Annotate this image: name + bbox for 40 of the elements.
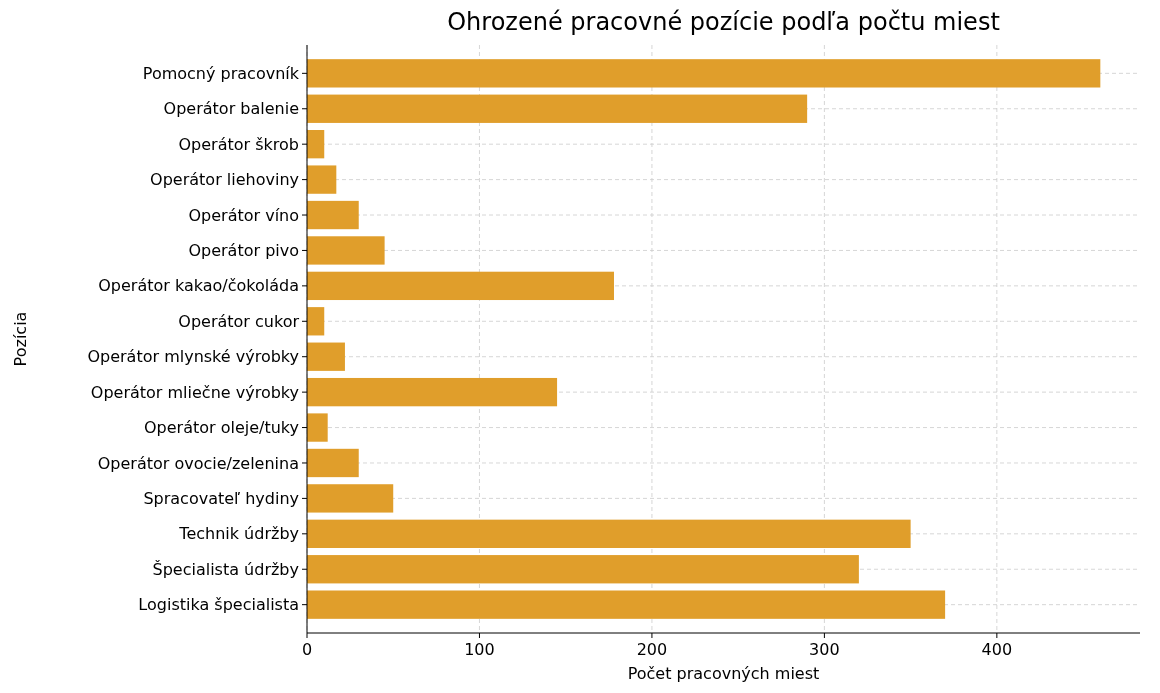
y-tick-label: Operátor škrob <box>178 134 299 154</box>
x-tick-label: 100 <box>464 640 495 659</box>
x-tick-label: 400 <box>981 640 1013 659</box>
y-tick-label: Pomocný pracovník <box>142 63 300 83</box>
y-tick-label: Operátor cukor <box>178 311 300 331</box>
bar <box>307 271 614 301</box>
y-tick-label: Technik údržby <box>178 524 299 544</box>
bar <box>307 165 337 194</box>
bar <box>307 307 325 336</box>
x-tick-label: 300 <box>809 640 840 659</box>
y-axis-title: Pozícia <box>11 311 30 367</box>
bar <box>307 342 345 371</box>
y-tick-label: Operátor oleje/tuky <box>143 418 299 438</box>
y-tick-label: Operátor kakao/čokoláda <box>98 276 299 296</box>
y-tick-label: Operátor balenie <box>163 99 299 119</box>
bar <box>307 484 394 513</box>
bar <box>307 200 359 230</box>
bar <box>307 94 808 123</box>
bar <box>307 59 1101 88</box>
x-axis-title: Počet pracovných miest <box>627 664 820 683</box>
chart-title: Ohrozené pracovné pozície podľa počtu miest <box>447 8 1000 36</box>
x-tick-label: 200 <box>636 640 668 659</box>
bar <box>307 555 859 584</box>
bar <box>307 130 325 159</box>
bar <box>307 377 558 407</box>
y-tick-label: Operátor ovocie/zelenina <box>97 453 299 473</box>
bar <box>307 236 385 265</box>
y-tick-label: Logistika špecialista <box>138 595 299 615</box>
y-tick-label: Spracovateľ hydiny <box>143 489 299 508</box>
y-tick-label: Špecialista údržby <box>152 559 299 579</box>
y-tick-label: Operátor liehoviny <box>150 170 299 190</box>
bar <box>307 413 328 442</box>
bar <box>307 519 911 548</box>
y-tick-label: Operátor mliečne výrobky <box>90 382 299 402</box>
y-tick-label: Operátor mlynské výrobky <box>87 347 299 367</box>
x-tick-label: 0 <box>301 640 313 659</box>
bar <box>307 590 946 619</box>
y-tick-label: Operátor pivo <box>188 241 299 261</box>
bar <box>307 448 359 478</box>
y-tick-label: Operátor víno <box>188 205 299 225</box>
